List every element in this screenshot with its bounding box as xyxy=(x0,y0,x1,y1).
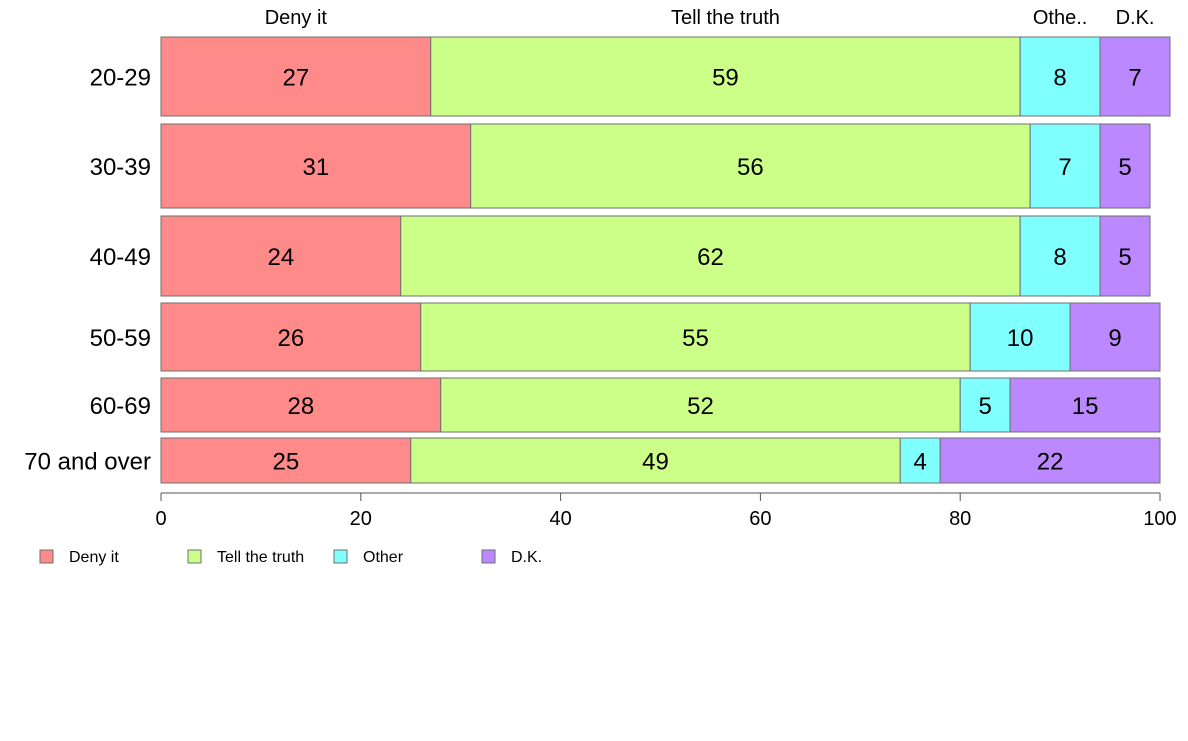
legend-label: D.K. xyxy=(511,549,542,566)
series-header-label: Tell the truth xyxy=(671,7,780,29)
legend-label: Other xyxy=(363,549,404,566)
bar-value-label: 28 xyxy=(288,393,315,420)
category-label: 50-59 xyxy=(90,325,151,352)
bar-value-label: 22 xyxy=(1037,449,1064,476)
legend-swatch xyxy=(333,549,348,564)
bar-segment-1-6 xyxy=(160,437,412,484)
bar-value-label: 56 xyxy=(737,154,764,181)
category-label: 40-49 xyxy=(90,244,151,271)
bar-segment-3-5 xyxy=(959,377,1011,433)
bar-value-label: 27 xyxy=(283,65,310,92)
bar-value-label: 5 xyxy=(1118,154,1131,181)
x-tick-label: 40 xyxy=(549,508,571,530)
bar-value-label: 52 xyxy=(687,393,714,420)
bar-value-label: 25 xyxy=(273,449,300,476)
bar-segment-1-1 xyxy=(160,36,432,117)
bar-segment-4-1 xyxy=(1099,36,1171,117)
bar-value-label: 5 xyxy=(1118,244,1131,271)
bar-segment-1-3 xyxy=(160,215,402,297)
bar-segment-2-2 xyxy=(470,123,1031,209)
bar-segment-3-2 xyxy=(1029,123,1101,209)
x-tick-label: 100 xyxy=(1143,508,1176,530)
bar-segment-3-6 xyxy=(899,437,941,484)
bar-segment-4-2 xyxy=(1099,123,1151,209)
x-tick-label: 20 xyxy=(350,508,372,530)
bar-value-label: 5 xyxy=(978,393,991,420)
bar-value-label: 4 xyxy=(914,449,927,476)
bar-segment-4-3 xyxy=(1099,215,1151,297)
series-header-label: D.K. xyxy=(1116,7,1155,29)
bar-segment-2-1 xyxy=(430,36,1021,117)
bar-segment-3-1 xyxy=(1019,36,1101,117)
legend-label: Deny it xyxy=(69,549,119,566)
bar-segment-2-3 xyxy=(400,215,1021,297)
bar-segment-2-5 xyxy=(440,377,961,433)
legend-label: Tell the truth xyxy=(217,549,304,566)
bar-segment-2-4 xyxy=(420,302,971,372)
bar-value-label: 62 xyxy=(697,244,724,271)
bar-segment-4-5 xyxy=(1009,377,1161,433)
bar-value-label: 31 xyxy=(302,154,329,181)
category-label: 60-69 xyxy=(90,393,151,420)
bar-segment-4-4 xyxy=(1069,302,1161,372)
legend-swatch xyxy=(187,549,202,564)
bar-value-label: 55 xyxy=(682,325,709,352)
legend-swatch xyxy=(39,549,54,564)
series-header-label: Othe.. xyxy=(1033,7,1087,29)
category-label: 20-29 xyxy=(90,65,151,92)
bar-value-label: 49 xyxy=(642,449,669,476)
series-header-label: Deny it xyxy=(265,7,328,29)
bar-segment-1-4 xyxy=(160,302,422,372)
bar-value-label: 7 xyxy=(1058,154,1071,181)
bar-value-label: 9 xyxy=(1108,325,1121,352)
bar-segment-4-6 xyxy=(939,437,1161,484)
bar-value-label: 26 xyxy=(278,325,305,352)
legend-swatch xyxy=(481,549,496,564)
bar-segment-2-6 xyxy=(410,437,901,484)
x-tick-label: 80 xyxy=(949,508,971,530)
bar-segment-1-5 xyxy=(160,377,442,433)
category-label: 70 and over xyxy=(24,449,151,476)
x-tick-label: 0 xyxy=(155,508,166,530)
bar-segment-1-2 xyxy=(160,123,472,209)
bar-value-label: 15 xyxy=(1072,393,1099,420)
bar-value-label: 7 xyxy=(1128,65,1141,92)
category-label: 30-39 xyxy=(90,154,151,181)
bar-value-label: 24 xyxy=(268,244,295,271)
bar-value-label: 10 xyxy=(1007,325,1034,352)
bar-value-label: 8 xyxy=(1053,244,1066,271)
bar-value-label: 59 xyxy=(712,65,739,92)
bar-value-label: 8 xyxy=(1053,65,1066,92)
x-tick-label: 60 xyxy=(749,508,771,530)
